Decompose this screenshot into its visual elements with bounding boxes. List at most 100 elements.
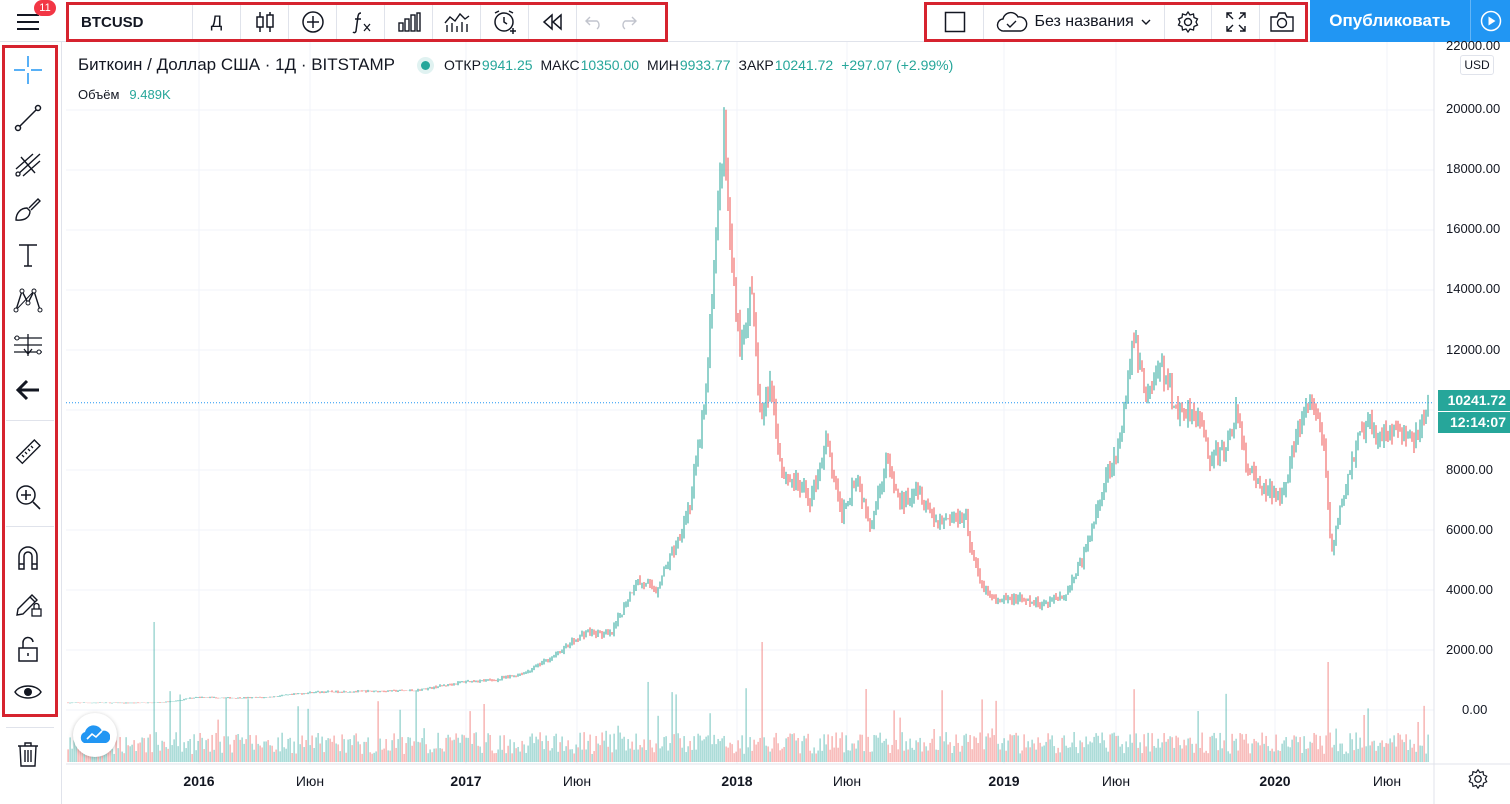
chart-pane[interactable] [66, 42, 1510, 804]
layout-select-icon[interactable] [927, 5, 985, 39]
indicators-icon[interactable] [337, 5, 385, 39]
volume-bar [249, 734, 251, 762]
volume-bar [585, 749, 587, 762]
volume-bar [217, 719, 219, 762]
pitchfork-icon[interactable] [10, 146, 46, 182]
unlock-icon[interactable] [10, 631, 46, 667]
volume-bar [929, 742, 931, 762]
toolbar-left-group: BTCUSD Д [66, 2, 668, 42]
volume-bar [305, 740, 307, 762]
time-tick: Июн [1101, 773, 1131, 789]
volume-bar [797, 737, 799, 762]
financials-icon[interactable] [385, 5, 433, 39]
settings-gear-icon[interactable] [1165, 5, 1213, 39]
volume-bar [807, 733, 809, 762]
volume-bar [385, 739, 387, 762]
volume-bar [83, 747, 85, 762]
volume-bar [721, 738, 723, 762]
text-icon[interactable] [10, 237, 46, 273]
volume-value: 9.489K [129, 87, 171, 102]
volume-bar [1165, 741, 1167, 762]
volume-bar [1215, 738, 1217, 762]
volume-bar [787, 736, 789, 762]
volume-bar [815, 753, 817, 762]
volume-bar [647, 681, 649, 762]
symbol-search-button[interactable]: BTCUSD [69, 5, 193, 39]
volume-bar [1313, 732, 1315, 762]
volume-bar [1305, 748, 1307, 762]
save-layout-button[interactable]: Без названия [984, 5, 1166, 39]
currency-button[interactable]: USD [1460, 55, 1494, 75]
volume-bar [299, 744, 301, 762]
volume-bar [521, 740, 523, 762]
publish-button[interactable]: Опубликовать [1310, 0, 1470, 42]
volume-bar [697, 733, 699, 762]
volume-bar [1309, 741, 1311, 762]
volume-bar [965, 733, 967, 762]
volume-bar [469, 711, 471, 762]
volume-bar [1243, 739, 1245, 762]
volume-bar [865, 688, 867, 762]
undo-icon[interactable] [577, 5, 611, 39]
replay-rewind-icon[interactable] [529, 5, 577, 39]
candles-icon[interactable] [241, 5, 289, 39]
volume-bar [1425, 753, 1427, 762]
volume-bar [995, 700, 997, 762]
volume-bar [659, 748, 661, 762]
volume-bar [653, 752, 655, 762]
volume-bar [285, 748, 287, 762]
volume-bar [825, 744, 827, 762]
volume-bar [679, 738, 681, 762]
main-menu-button[interactable] [10, 6, 46, 36]
templates-icon[interactable] [433, 5, 481, 39]
chart-settings-gear-icon[interactable] [1467, 768, 1489, 790]
camera-snapshot-icon[interactable] [1260, 5, 1305, 39]
volume-bar [909, 738, 911, 762]
fullscreen-icon[interactable] [1212, 5, 1260, 39]
price-chart[interactable] [66, 42, 1510, 804]
volume-bar [669, 743, 671, 762]
volume-bar [123, 753, 125, 762]
volume-bar [559, 742, 561, 762]
volume-bar [845, 735, 847, 762]
trend-line-icon[interactable] [10, 100, 46, 136]
redo-icon[interactable] [611, 5, 645, 39]
magnet-icon[interactable] [10, 540, 46, 576]
volume-bar [481, 752, 483, 762]
volume-bar [755, 744, 757, 762]
volume-bar [1043, 745, 1045, 762]
compare-add-icon[interactable] [289, 5, 337, 39]
volume-bar [1369, 745, 1371, 762]
lock-drawing-icon[interactable] [10, 586, 46, 622]
volume-bar [389, 750, 391, 762]
volume-bar [1197, 711, 1199, 762]
volume-bar [589, 734, 591, 762]
time-tick: Июн [1372, 773, 1402, 789]
alert-clock-icon[interactable] [481, 5, 529, 39]
volume-bar [497, 749, 499, 762]
volume-bar [967, 741, 969, 762]
volume-bar [871, 751, 873, 762]
interval-button[interactable]: Д [193, 5, 241, 39]
volume-bar [969, 735, 971, 762]
eye-icon[interactable] [10, 674, 46, 710]
volume-bar [861, 734, 863, 762]
pattern-icon[interactable] [10, 282, 46, 318]
crosshair-icon[interactable] [10, 52, 46, 88]
prediction-icon[interactable] [10, 327, 46, 363]
volume-bar [785, 738, 787, 762]
play-icon[interactable] [1470, 0, 1510, 42]
volume-bar [993, 735, 995, 762]
ruler-icon[interactable] [10, 434, 46, 470]
back-arrow-icon[interactable] [10, 372, 46, 408]
volume-bar [387, 750, 389, 762]
zoom-in-icon[interactable] [10, 479, 46, 515]
trash-icon[interactable] [10, 736, 46, 772]
tradingview-logo-icon[interactable] [73, 713, 117, 757]
volume-bar [899, 717, 901, 762]
volume-bar [251, 743, 253, 762]
volume-bar [863, 751, 865, 762]
volume-bar [853, 743, 855, 762]
brush-icon[interactable] [10, 192, 46, 228]
volume-bar [209, 751, 211, 762]
